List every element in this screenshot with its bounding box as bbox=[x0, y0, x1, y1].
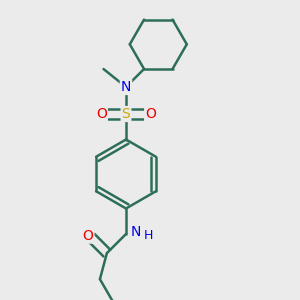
Text: S: S bbox=[122, 107, 130, 121]
Text: N: N bbox=[130, 226, 141, 239]
Text: O: O bbox=[145, 107, 156, 121]
Text: N: N bbox=[121, 80, 131, 94]
Text: O: O bbox=[96, 107, 107, 121]
Text: H: H bbox=[144, 229, 153, 242]
Text: O: O bbox=[82, 229, 93, 243]
